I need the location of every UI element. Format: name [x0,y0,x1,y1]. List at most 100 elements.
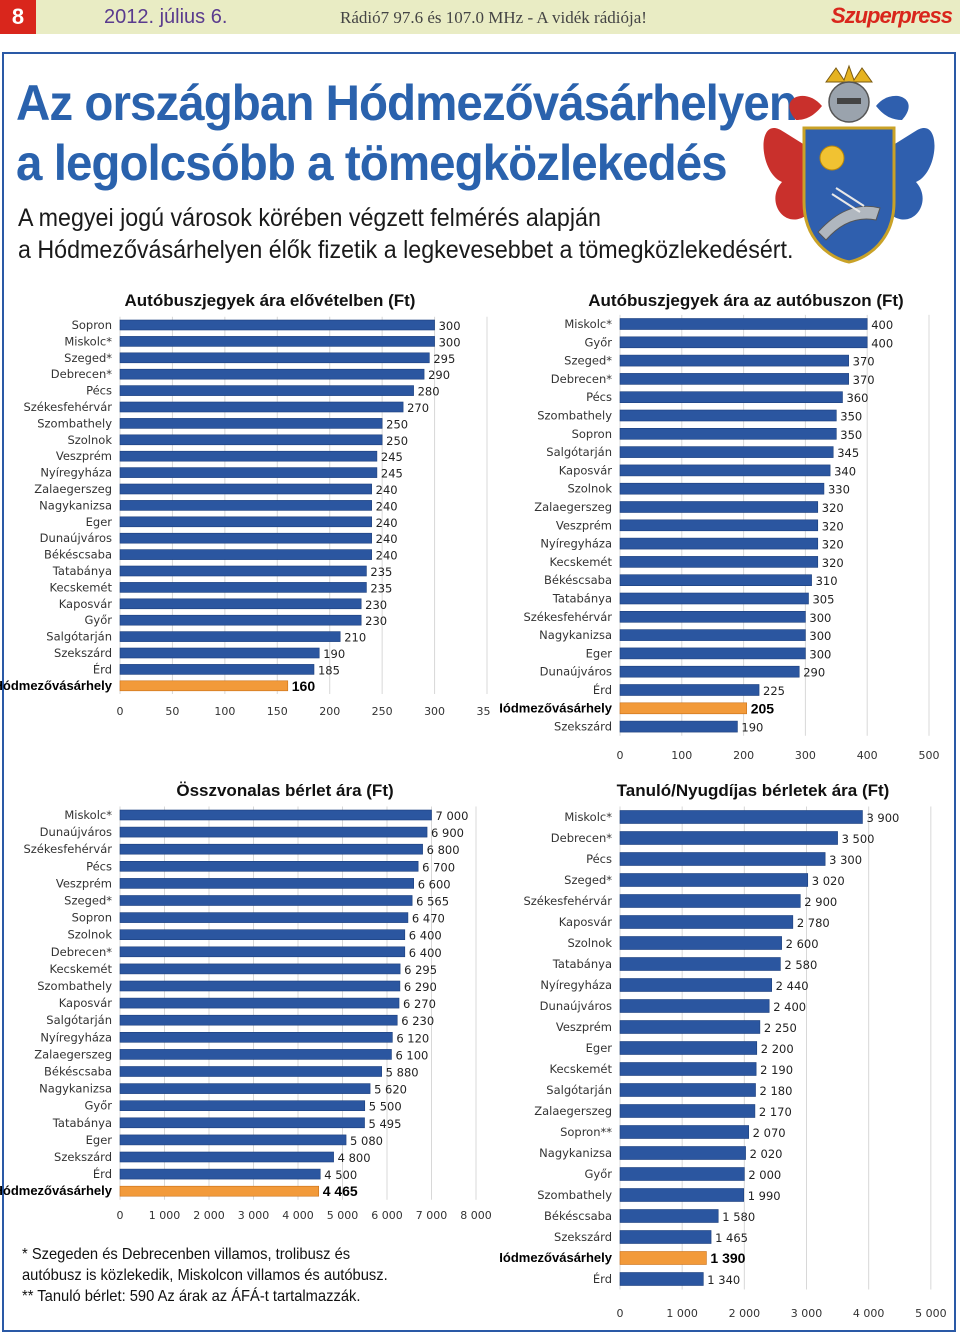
bar [119,997,400,1009]
bar [619,464,831,477]
x-tick-label: 2 000 [193,1209,225,1222]
category-label: Miskolc* [564,317,612,331]
category-label: Kecskemét [50,962,113,976]
value-label: 400 [871,336,893,350]
category-label: Szeged* [64,351,112,365]
value-label: 6 600 [418,877,451,891]
category-label: Dunaújváros [540,999,612,1013]
bar [619,501,819,513]
bar [619,446,834,458]
bar [119,1031,393,1043]
category-label: Békéscsaba [44,1065,112,1079]
category-label: Salgótarján [46,1013,112,1027]
value-label: 250 [386,434,408,448]
bar [619,1041,758,1055]
value-label: 300 [809,629,831,643]
value-label: 240 [376,532,398,546]
value-label: 1 340 [707,1273,740,1287]
bar [619,574,812,587]
value-label: 7 000 [436,809,469,823]
bar [619,936,782,950]
category-label: Miskolc* [64,334,112,348]
x-tick-label: 200 [733,749,754,762]
category-label: Miskolc* [564,810,612,824]
category-label: Békéscsaba [544,573,612,587]
x-tick-label: 4 000 [853,1307,885,1320]
value-label: 240 [376,549,398,563]
category-label: Érd [593,1271,612,1286]
value-label: 290 [803,666,825,680]
bar [119,631,341,642]
x-tick-label: 0 [117,705,124,718]
category-label: Nyíregyháza [540,537,612,551]
category-label: Hódmezővásárhely [0,678,113,693]
bar [619,1062,757,1076]
category-label: Hódmezővásárhely [0,1183,113,1198]
category-label: Sopron** [560,1125,612,1139]
category-label: Győr [85,613,113,627]
value-label: 350 [840,410,862,424]
bar [619,391,843,403]
footnote-2: autóbusz is közlekedik, Miskolcon villam… [22,1267,388,1284]
chart-title: Összvonalas bérlet ára (Ft) [176,781,393,800]
value-label: 2 180 [760,1084,793,1098]
x-tick-label: 3 000 [791,1307,823,1320]
value-label: 4 800 [338,1151,371,1165]
category-label: Zalaegerszeg [534,1104,612,1118]
category-label: Debrecen* [51,945,112,959]
bar [119,352,430,364]
value-label: 6 400 [409,929,442,943]
category-label: Székesfehérvár [523,894,612,908]
category-label: Sopron [572,427,612,441]
category-label: Szekszárd [554,1230,612,1244]
value-label: 4 465 [323,1183,358,1199]
category-label: Kaposvár [59,996,113,1010]
bar [119,549,372,560]
bar [119,664,315,675]
bar [119,1134,347,1146]
bar-highlighted [119,1185,319,1197]
bar [619,1104,756,1118]
bar [619,1167,745,1181]
page-number: 8 [0,0,36,34]
bar [119,385,414,396]
category-label: Nyíregyháza [40,466,112,480]
value-label: 280 [418,385,440,399]
value-label: 235 [370,581,392,595]
bar [119,401,404,413]
bar [619,684,760,696]
bar [619,537,819,550]
value-label: 3 500 [842,832,875,846]
category-label: Győr [85,1099,113,1113]
bar [119,467,378,478]
category-label: Eger [86,515,113,529]
bar [119,843,423,855]
value-label: 1 390 [710,1250,745,1266]
category-label: Zalaegerszeg [34,1047,112,1061]
x-tick-label: 500 [919,749,940,762]
newspaper-logo: Szuperpress [830,3,953,28]
bar [619,978,772,992]
x-tick-label: 5 000 [327,1209,359,1222]
bar [619,720,738,733]
x-tick-label: 100 [214,705,235,718]
category-label: Székesfehérvár [523,610,612,624]
category-label: Tatabánya [52,1116,112,1130]
bar-highlighted [119,680,289,692]
bar [119,418,383,429]
issue-date: 2012. július 6. [104,6,228,28]
category-label: Győr [585,335,613,349]
headline-line-2: a legolcsóbb a tömegközlekedés [16,135,728,191]
bar [119,1014,398,1026]
category-label: Székesfehérvár [23,400,112,414]
bar [619,1230,712,1244]
category-label: Dunaújváros [540,665,612,679]
value-label: 350 [840,428,862,442]
category-label: Zalaegerszeg [34,482,112,496]
bar [619,665,800,678]
category-label: Veszprém [56,449,112,463]
category-label: Szolnok [567,482,612,496]
value-label: 2 440 [776,979,809,993]
bar [619,1020,761,1034]
category-label: Veszprém [56,876,112,890]
